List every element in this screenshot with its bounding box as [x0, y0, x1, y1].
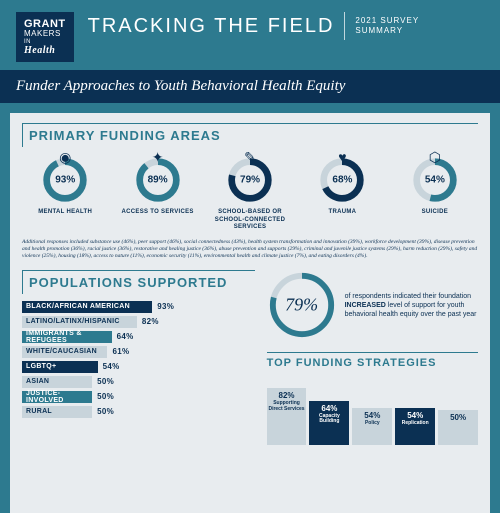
primary-footnote: Additional responses included substance … [22, 239, 478, 260]
strategy-bar: 82%Supporting Direct Services [267, 388, 307, 445]
donut-item: ✦89%ACCESS TO SERVICES [114, 155, 200, 231]
strategy-bar: 54%Replication [395, 408, 435, 446]
page-title: TRACKING THE FIELD [88, 15, 335, 38]
increase-text: of respondents indicated their foundatio… [345, 292, 478, 319]
strategies-title: TOP FUNDING STRATEGIES [267, 352, 478, 369]
populations: POPULATIONS SUPPORTED BLACK/AFRICAN AMER… [22, 270, 255, 445]
population-bar: BLACK/AFRICAN AMERICAN93% [22, 300, 255, 313]
increase-stat: 79% of respondents indicated their found… [267, 270, 478, 340]
population-bar: RURAL50% [22, 405, 255, 418]
strategy-bar: 54%Policy [352, 408, 392, 446]
population-bar: LGBTQ+54% [22, 360, 255, 373]
population-bar: JUSTICE-INVOLVED50% [22, 390, 255, 403]
populations-title: POPULATIONS SUPPORTED [22, 270, 255, 294]
primary-donuts: ◉93%MENTAL HEALTH✦89%ACCESS TO SERVICES✎… [22, 155, 478, 231]
population-bar: ASIAN50% [22, 375, 255, 388]
population-bar: LATINO/LATINX/HISPANIC82% [22, 315, 255, 328]
strategy-bar: 50% [438, 410, 478, 445]
donut-item: ◉93%MENTAL HEALTH [22, 155, 108, 231]
survey-year: 2021 SURVEYSUMMARY [355, 16, 419, 35]
divider [344, 12, 345, 40]
primary-title: PRIMARY FUNDING AREAS [22, 123, 478, 147]
donut-item: ♥68%TRAUMA [299, 155, 385, 231]
donut-item: ⬡54%SUICIDE [392, 155, 478, 231]
subtitle-band: Funder Approaches to Youth Behavioral He… [0, 70, 500, 103]
strategies: TOP FUNDING STRATEGIES 82%Supporting Dir… [267, 352, 478, 445]
strategy-bar: 64%Capacity Building [309, 401, 349, 446]
population-bar: IMMIGRANTS & REFUGEES64% [22, 330, 255, 343]
logo: GRANT MAKERS IN Health [16, 12, 74, 62]
content: PRIMARY FUNDING AREAS ◉93%MENTAL HEALTH✦… [10, 113, 490, 513]
population-bar: WHITE/CAUCASIAN61% [22, 345, 255, 358]
donut-item: ✎79%SCHOOL-BASED OR SCHOOL-CONNECTED SER… [207, 155, 293, 231]
header: GRANT MAKERS IN Health TRACKING THE FIEL… [0, 0, 500, 70]
